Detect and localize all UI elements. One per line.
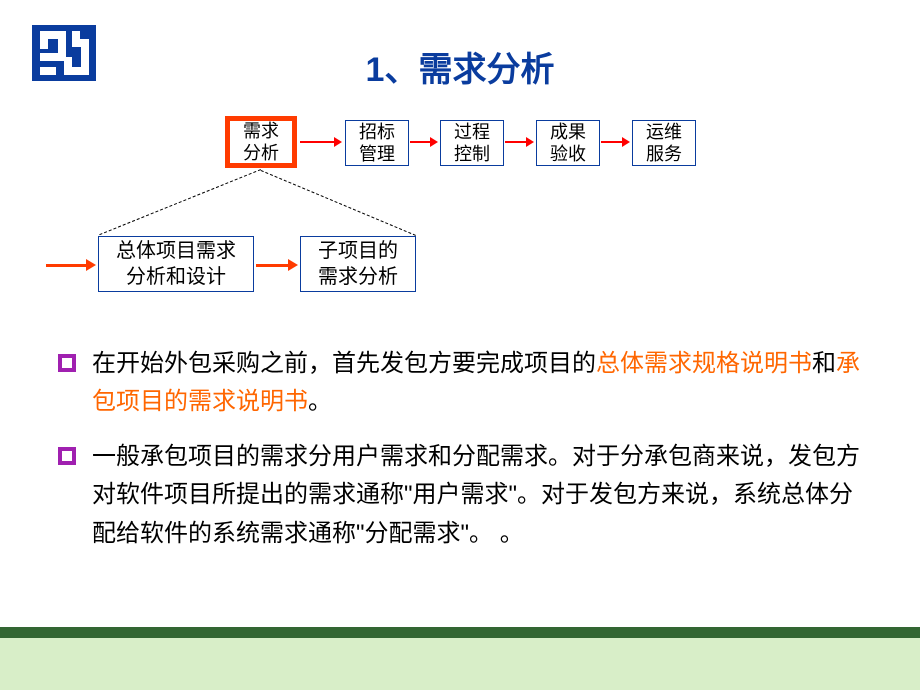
text-segment: 和 bbox=[812, 350, 836, 377]
footer-dark-stripe bbox=[0, 627, 920, 638]
bullet-item-0: 在开始外包采购之前，首先发包方要完成项目的总体需求规格说明书和承包项目的需求说明… bbox=[58, 345, 863, 422]
flow-arrowhead-1 bbox=[430, 137, 438, 147]
sub-node-s1: 总体项目需求分析和设计 bbox=[98, 236, 254, 292]
dashed-connector-1 bbox=[261, 170, 416, 236]
flow-arrow-2 bbox=[505, 141, 527, 143]
sub-node-s2: 子项目的需求分析 bbox=[300, 236, 416, 292]
flow-arrowhead-3 bbox=[622, 137, 630, 147]
flow-arrow-3 bbox=[601, 141, 623, 143]
page-title: 1、需求分析 bbox=[366, 42, 555, 91]
text-segment: 。 bbox=[308, 388, 332, 415]
flow-arrow-1 bbox=[410, 141, 431, 143]
flow-node-n1: 需求分析 bbox=[225, 116, 297, 168]
flow-arrowhead-0 bbox=[334, 137, 342, 147]
text-segment: 总体需求规格说明书 bbox=[596, 350, 812, 377]
bullet-item-1: 一般承包项目的需求分用户需求和分配需求。对于分承包商来说，发包方对软件项目所提出… bbox=[58, 438, 863, 553]
sub-arrow-0 bbox=[46, 264, 87, 267]
sub-arrowhead-1 bbox=[288, 259, 298, 271]
flow-arrow-0 bbox=[300, 141, 335, 143]
text-segment: 一般承包项目的需求分用户需求和分配需求。对于分承包商来说，发包方对软件项目所提出… bbox=[92, 443, 860, 547]
sub-arrow-1 bbox=[256, 264, 289, 267]
dashed-connector-0 bbox=[100, 169, 261, 235]
sub-arrowhead-0 bbox=[86, 259, 96, 271]
footer-light-stripe bbox=[0, 638, 920, 690]
logo bbox=[32, 25, 96, 81]
flow-node-n5: 运维服务 bbox=[632, 120, 696, 166]
flow-node-n4: 成果验收 bbox=[536, 120, 600, 166]
flow-node-n2: 招标管理 bbox=[345, 120, 409, 166]
flow-arrowhead-2 bbox=[526, 137, 534, 147]
bullet-marker-icon bbox=[58, 447, 76, 465]
flow-node-n3: 过程控制 bbox=[440, 120, 504, 166]
text-segment: 在开始外包采购之前，首先发包方要完成项目的 bbox=[92, 350, 596, 377]
bullet-list: 在开始外包采购之前，首先发包方要完成项目的总体需求规格说明书和承包项目的需求说明… bbox=[58, 345, 863, 569]
bullet-marker-icon bbox=[58, 354, 76, 372]
